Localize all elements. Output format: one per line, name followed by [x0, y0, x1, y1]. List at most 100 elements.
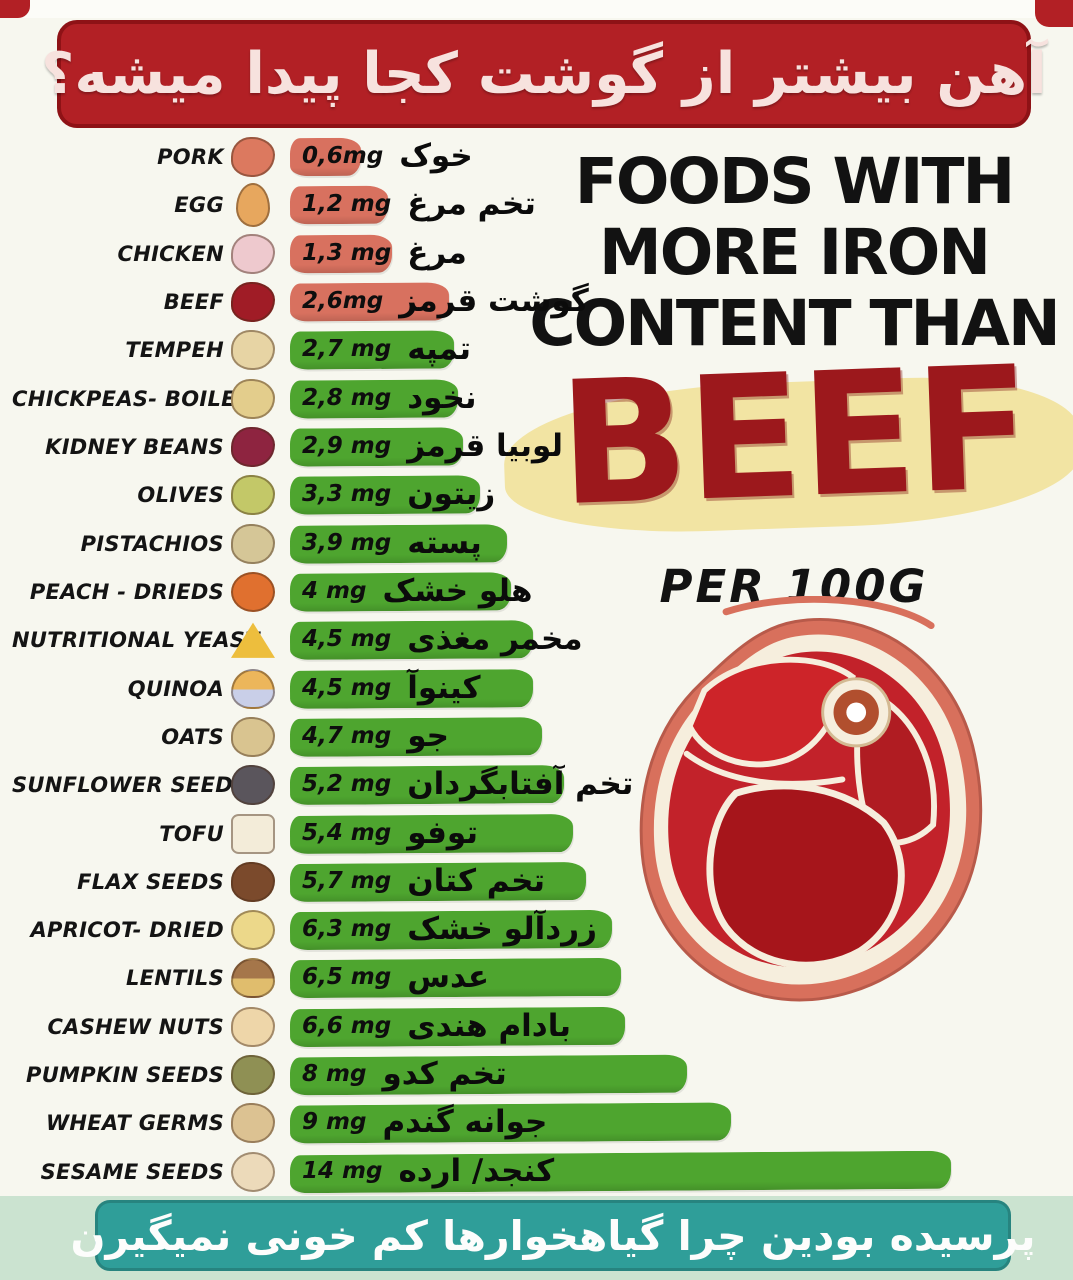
food-row: CHICKPEAS- BOILED 2,8 mg نخود — [12, 375, 1061, 423]
food-name-persian: جو — [407, 717, 449, 754]
header-title: آهن بیشتر از گوشت کجا پیدا میشه؟ — [41, 41, 1047, 107]
bar-area: 4,7 mg جو — [282, 713, 1061, 761]
iron-value: 8 mg — [302, 1061, 367, 1088]
food-label: CASHEW NUTS — [47, 1014, 224, 1039]
bar-area: 3,3 mg زیتون — [282, 471, 1061, 519]
food-row: PISTACHIOS 3,9 mg پسته — [12, 520, 1061, 568]
food-label: TEMPEH — [125, 338, 224, 363]
food-label: WHEAT GERMS — [45, 1111, 224, 1136]
chicken-icon — [231, 233, 275, 274]
bar-area: 14 mg کنجد/ ارده — [282, 1148, 1061, 1196]
bar-area: 6,3 mg زردآلو خشک — [282, 906, 1061, 954]
title-line-1: FOODS WITH — [574, 145, 1015, 218]
food-name-persian: کینوآ — [407, 669, 481, 706]
food-label: PUMPKIN SEEDS — [26, 1063, 224, 1088]
food-name-persian: لوبیا قرمز — [407, 427, 564, 464]
food-row: PEACH - DRIEDS 4 mg هلو خشک — [12, 568, 1061, 616]
iron-value: 3,9 mg — [302, 529, 392, 556]
food-label: OLIVES — [137, 483, 224, 508]
food-label: SUNFLOWER SEEDS — [12, 773, 249, 798]
iron-value: 5,2 mg — [302, 771, 392, 798]
food-name-persian: نخود — [407, 379, 477, 416]
iron-value: 0,6mg — [302, 143, 384, 170]
food-row: OLIVES 3,3 mg زیتون — [12, 471, 1061, 519]
iron-value: 2,7 mg — [302, 336, 392, 363]
top-strip — [0, 0, 1073, 18]
iron-value: 5,4 mg — [302, 819, 392, 846]
food-row: QUINOA 4,5 mg کینوآ — [12, 664, 1061, 712]
bar-area: 6,5 mg عدس — [282, 954, 1061, 1002]
iron-value: 6,5 mg — [302, 964, 392, 991]
apricot-dried-icon — [231, 910, 275, 951]
bar-area: 2,6mg گوشت قرمز — [282, 278, 1061, 326]
food-label: BEEF — [163, 290, 224, 315]
food-label: LENTILS — [125, 966, 224, 991]
food-row: LENTILS 6,5 mg عدس — [12, 954, 1061, 1002]
bar-area: 4 mg هلو خشک — [282, 568, 1061, 616]
food-name-persian: عدس — [407, 959, 490, 996]
iron-value: 1,3 mg — [302, 239, 392, 266]
iron-value: 6,3 mg — [302, 916, 392, 943]
food-label: KIDNEY BEANS — [45, 435, 224, 460]
iron-value: 2,9 mg — [302, 432, 392, 459]
food-row: APRICOT- DRIED 6,3 mg زردآلو خشک — [12, 906, 1061, 954]
food-row: CHICKEN 1,3 mg مرغ — [12, 230, 1061, 278]
iron-value: 5,7 mg — [302, 867, 392, 894]
food-row: EGG 1,2 mg تخم مرغ — [12, 181, 1061, 229]
title-line-2: MORE IRON — [599, 216, 991, 290]
food-label: FLAX SEEDS — [77, 869, 224, 894]
iron-value: 14 mg — [302, 1157, 383, 1184]
food-row: BEEF 2,6mg گوشت قرمز — [12, 278, 1061, 326]
food-name-persian: زیتون — [407, 476, 496, 513]
bar-area: 0,6mg خوک — [282, 133, 1061, 181]
pork-icon — [231, 137, 275, 178]
iron-value: 2,6mg — [302, 288, 384, 315]
title-block: FOODS WITH MORE IRON CONTENT THAN BEEF P… — [501, 145, 1073, 613]
iron-value: 3,3 mg — [302, 481, 392, 508]
iron-value: 2,8 mg — [302, 384, 392, 411]
food-label: APRICOT- DRIED — [30, 918, 224, 943]
food-row: KIDNEY BEANS 2,9 mg لوبیا قرمز — [12, 423, 1061, 471]
beef-icon — [231, 282, 275, 323]
food-label: CHICKEN — [117, 241, 224, 266]
oats-icon — [231, 716, 275, 757]
food-row: NUTRITIONAL YEAST 4,5 mg مخمر مغذی — [12, 616, 1061, 664]
bar-area: 2,7 mg تمپه — [282, 326, 1061, 374]
food-label: PORK — [157, 145, 224, 170]
food-row: TEMPEH 2,7 mg تمپه — [12, 326, 1061, 374]
bar-area: 9 mg جوانه گندم — [282, 1099, 1061, 1147]
food-label: EGG — [174, 193, 224, 218]
food-name-persian: کنجد/ ارده — [398, 1152, 555, 1189]
food-label: CHICKPEAS- BOILED — [12, 386, 254, 411]
cashew-nuts-icon — [231, 1006, 275, 1047]
food-name-persian: بادام هندی — [407, 1007, 571, 1044]
food-row: SUNFLOWER SEEDS 5,2 mg تخم آفتابگردان — [12, 761, 1061, 809]
iron-value: 4 mg — [302, 577, 367, 604]
bar-area: 5,2 mg تخم آفتابگردان — [282, 761, 1061, 809]
peach-dried-icon — [231, 571, 275, 612]
bar-area: 2,8 mg نخود — [282, 375, 1061, 423]
bar-area: 5,7 mg تخم کتان — [282, 858, 1061, 906]
food-row: PORK 0,6mg خوک — [12, 133, 1061, 181]
quinoa-icon — [231, 668, 275, 709]
food-label: NUTRITIONAL YEAST — [12, 628, 260, 653]
food-row: PUMPKIN SEEDS 8 mg تخم کدو — [12, 1051, 1061, 1099]
iron-value: 4,5 mg — [302, 626, 392, 653]
egg-icon — [236, 183, 270, 228]
bar-area: 2,9 mg لوبیا قرمز — [282, 423, 1061, 471]
lentils-icon — [231, 958, 275, 999]
food-name-persian: گوشت قرمز — [399, 283, 589, 320]
tempeh-icon — [231, 330, 275, 371]
footer-text: پرسیده بودین چرا گیاهخوارها کم خونی نمیگ… — [70, 1211, 1036, 1260]
food-row: OATS 4,7 mg جو — [12, 713, 1061, 761]
header-banner: آهن بیشتر از گوشت کجا پیدا میشه؟ — [41, 20, 1047, 128]
pumpkin-seeds-icon — [231, 1055, 275, 1096]
food-name-persian: تخم کدو — [382, 1056, 507, 1093]
food-name-persian: جوانه گندم — [382, 1104, 548, 1141]
food-name-persian: مرغ — [407, 234, 467, 271]
kidney-beans-icon — [231, 427, 275, 468]
chickpeas-icon — [231, 378, 275, 419]
food-row: WHEAT GERMS 9 mg جوانه گندم — [12, 1099, 1061, 1147]
food-label: OATS — [161, 724, 224, 749]
